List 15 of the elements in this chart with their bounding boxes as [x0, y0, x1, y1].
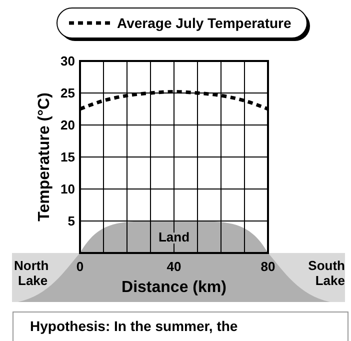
- legend-label: Average July Temperature: [117, 14, 292, 31]
- x-tick-label: 80: [260, 259, 276, 274]
- text: North Lake: [14, 258, 49, 288]
- x-axis-title: Distance (km): [122, 279, 226, 296]
- x-tick-label: 0: [76, 259, 84, 274]
- y-axis-title: Temperature (°C): [36, 92, 53, 222]
- y-tick-label: 15: [60, 150, 75, 165]
- y-tick-label: 20: [60, 118, 75, 133]
- y-tick-label: 25: [60, 86, 75, 101]
- y-tick-label: 30: [60, 54, 75, 69]
- text: Hypothesis: In the summer, the: [30, 318, 238, 334]
- x-tick-label: 40: [166, 259, 182, 274]
- y-tick-label: 10: [60, 182, 75, 197]
- y-tick-label: 5: [68, 214, 75, 229]
- text: South Lake: [308, 258, 346, 288]
